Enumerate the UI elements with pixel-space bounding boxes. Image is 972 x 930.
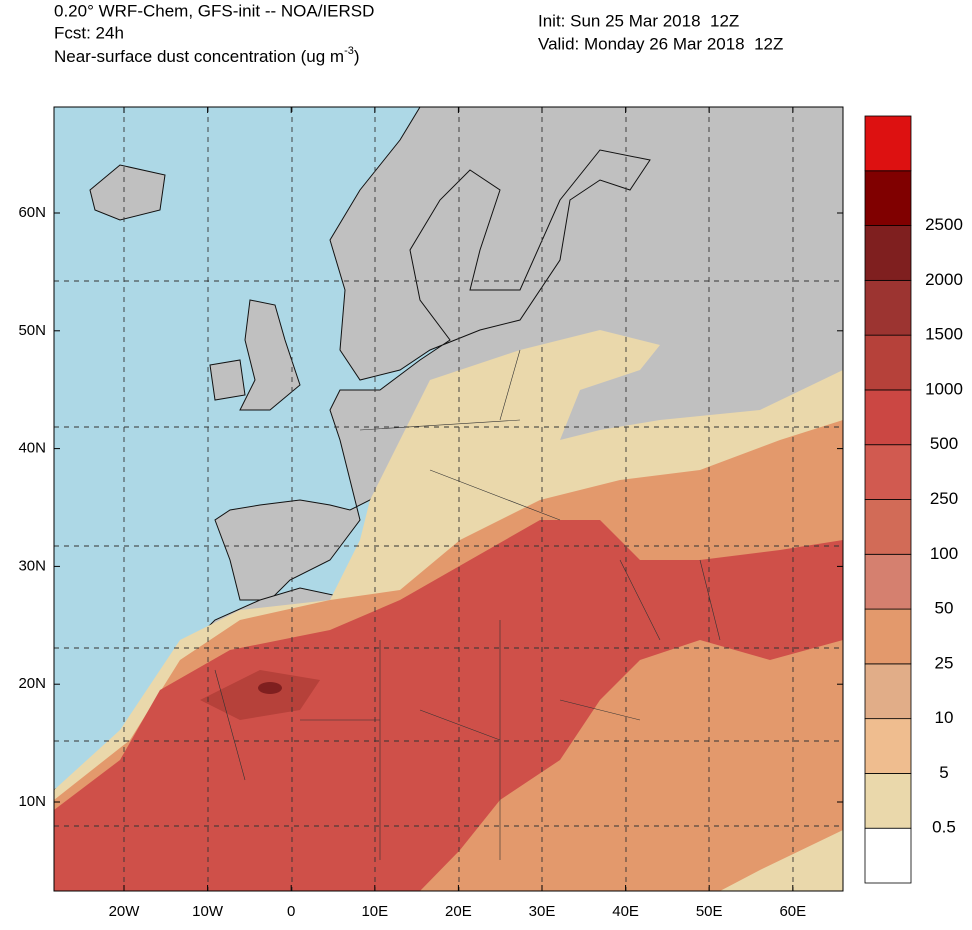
land-britain bbox=[239, 299, 301, 411]
longitude-label: 20E bbox=[445, 903, 472, 920]
map-frame bbox=[53, 106, 844, 892]
map bbox=[54, 107, 843, 891]
colorbar-box bbox=[864, 389, 912, 446]
colorbar-label: 2000 bbox=[925, 270, 963, 289]
colorbar-box bbox=[864, 827, 912, 884]
init-time: Init: Sun 25 Mar 2018 12Z bbox=[538, 11, 739, 30]
colorbar-label: 500 bbox=[930, 434, 958, 453]
graticule bbox=[54, 107, 843, 891]
colorbar-box bbox=[864, 225, 912, 281]
longitude-label: 20W bbox=[109, 903, 141, 920]
longitude-label: 0 bbox=[287, 903, 295, 920]
longitude-label: 10W bbox=[192, 903, 224, 920]
axis-ticks: 60N 50N 40N 30N 20N 10N 20W 10W 0 10E 20E 30E 40E 50E… bbox=[18, 107, 843, 920]
colorbar-label: 250 bbox=[930, 489, 958, 508]
latitude-label: 20N bbox=[18, 675, 46, 692]
borders bbox=[214, 349, 721, 860]
valid-time: Valid: Monday 26 Mar 2018 12Z bbox=[538, 34, 783, 53]
colorbar-label: 100 bbox=[930, 544, 958, 563]
colorbar-label: 1500 bbox=[925, 325, 963, 344]
colorbar-box bbox=[864, 334, 912, 391]
field-name: Near-surface dust concentration (ug m-3) bbox=[54, 45, 360, 67]
field-exponent: -3 bbox=[344, 45, 354, 57]
dust-1000 bbox=[200, 670, 320, 720]
colorbar-label: 0.5 bbox=[932, 818, 956, 837]
latitude-label: 40N bbox=[18, 440, 46, 457]
longitude-label: 50E bbox=[696, 903, 723, 920]
latitude-label: 10N bbox=[18, 793, 46, 810]
longitude-label: 60E bbox=[779, 903, 806, 920]
longitude-label: 10E bbox=[361, 903, 388, 920]
title: 0.20° WRF-Chem, GFS-init -- NOA/IERSD bbox=[54, 1, 374, 20]
colorbar-box bbox=[864, 773, 912, 829]
colorbar-box bbox=[864, 718, 912, 774]
dust-max bbox=[258, 682, 282, 694]
latitude-label: 30N bbox=[18, 557, 46, 574]
land-iceland bbox=[89, 164, 166, 221]
latitude-label: 50N bbox=[18, 322, 46, 339]
colorbar-label: 10 bbox=[935, 708, 954, 727]
field-close: ) bbox=[354, 47, 360, 66]
dust-250 bbox=[54, 520, 843, 891]
colorbar-label: 1000 bbox=[925, 379, 963, 398]
latitude-label: 60N bbox=[18, 204, 46, 221]
colorbar-box bbox=[864, 444, 912, 500]
colorbar-label: 25 bbox=[935, 653, 954, 672]
colorbar: 0.5 5 10 25 50 100 250 500 1000 1500 2000 2500 bbox=[864, 115, 963, 884]
colorbar-box bbox=[864, 553, 912, 610]
colorbar-box bbox=[864, 499, 912, 555]
colorbar-box bbox=[864, 663, 912, 720]
colorbar-box bbox=[864, 608, 912, 665]
colorbar-box bbox=[864, 170, 912, 226]
forecast-hour: Fcst: 24h bbox=[54, 23, 124, 42]
colorbar-label: 2500 bbox=[925, 215, 963, 234]
longitude-label: 40E bbox=[612, 903, 639, 920]
colorbar-box bbox=[864, 115, 912, 172]
longitude-label: 30E bbox=[529, 903, 556, 920]
colorbar-label: 50 bbox=[935, 599, 954, 618]
field-text: Near-surface dust concentration (ug m bbox=[54, 47, 344, 66]
colorbar-label: 5 bbox=[939, 763, 948, 782]
land-ireland bbox=[209, 359, 246, 401]
colorbar-box bbox=[864, 279, 912, 336]
